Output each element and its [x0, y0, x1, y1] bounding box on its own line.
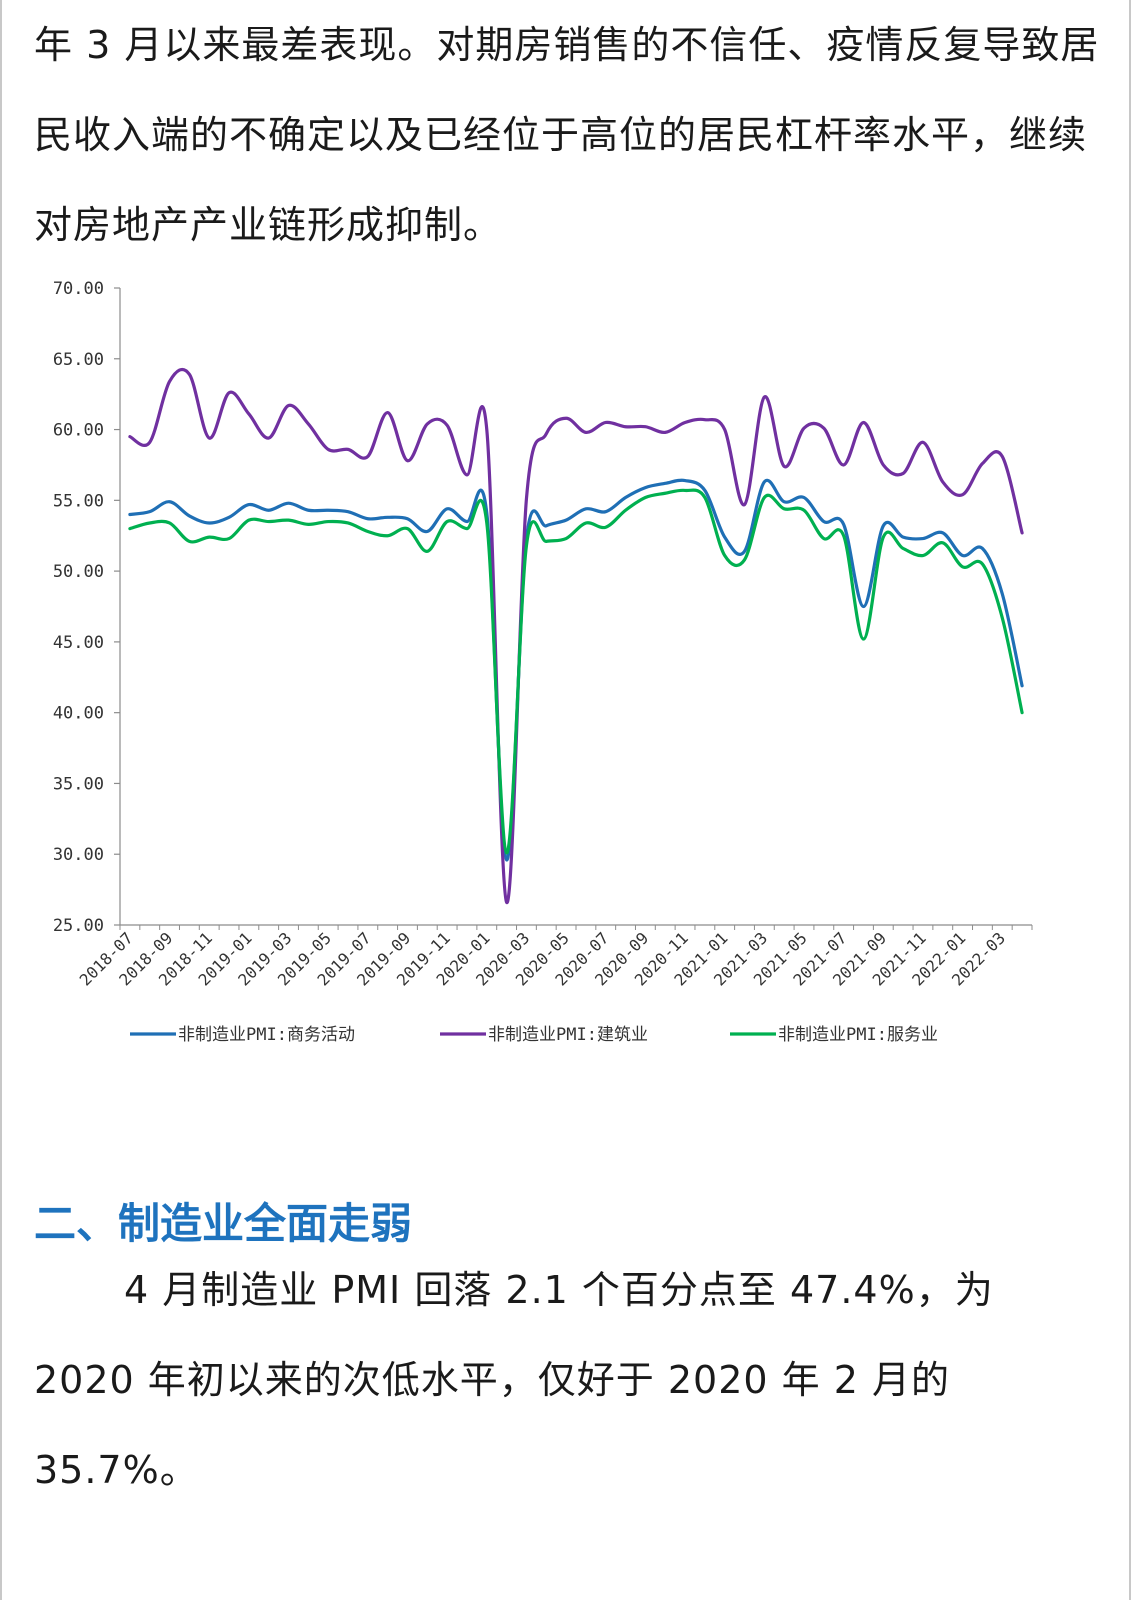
series-line-business-activity: [128, 478, 1024, 862]
y-tick-label: 50.00: [53, 562, 104, 582]
legend-label-business-activity: 非制造业PMI:商务活动: [178, 1025, 355, 1045]
y-tick-label: 40.00: [53, 704, 104, 724]
y-tick-label: 70.00: [53, 279, 104, 299]
section-heading: 二、制造业全面走弱: [34, 1199, 413, 1248]
intro-paragraph: 年 3 月以来最差表现。对期房销售的不信任、疫情反复导致居民收入端的不确定以及已…: [34, 23, 1100, 247]
series-lines: [128, 367, 1024, 904]
x-tick-labels: 2018-072018-092018-112019-012019-032019-…: [76, 928, 1009, 989]
legend-label-services: 非制造业PMI:服务业: [778, 1025, 938, 1045]
y-tick-label: 30.00: [53, 845, 104, 865]
y-tick-label: 65.00: [53, 350, 104, 370]
y-tick-label: 25.00: [53, 916, 104, 936]
y-tick-labels: 25.00 30.00 35.00 40.00 45.00 50.00 55.00 60.00…: [53, 279, 104, 936]
y-tick-label: 45.00: [53, 633, 104, 653]
legend-label-construction: 非制造业PMI:建筑业: [488, 1025, 648, 1045]
pmi-line-chart: 25.00 30.00 35.00 40.00 45.00 50.00 55.00 60.00…: [53, 279, 1033, 1045]
series-line-services: [128, 488, 1024, 855]
y-tick-label: 35.00: [53, 774, 104, 794]
body-paragraph: 4 月制造业 PMI 回落 2.1 个百分点至 47.4%，为 2020 年初以…: [34, 1268, 994, 1492]
y-tick-label: 55.00: [53, 491, 104, 511]
chart-axes: [114, 287, 1033, 930]
chart-legend: 非制造业PMI:商务活动 非制造业PMI:建筑业 非制造业PMI:服务业: [130, 1025, 938, 1045]
y-tick-label: 60.00: [53, 421, 104, 441]
series-line-construction: [128, 367, 1024, 904]
